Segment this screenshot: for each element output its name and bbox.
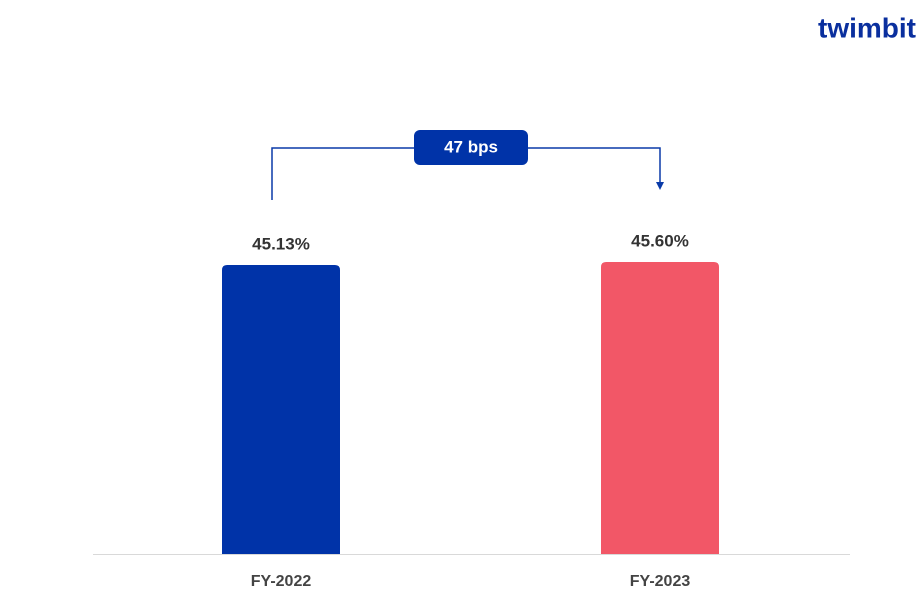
annotation-badge — [414, 130, 528, 165]
value-label: 45.13% — [252, 234, 310, 253]
x-tick-label: FY-2023 — [630, 573, 691, 590]
arrow-head — [656, 182, 664, 190]
annotation: 47 bps — [444, 137, 498, 156]
bar — [601, 262, 719, 554]
bar — [222, 265, 340, 554]
value-label: 45.60% — [631, 231, 689, 250]
logo: twimbit — [818, 12, 916, 43]
x-tick-label: FY-2022 — [251, 573, 312, 590]
